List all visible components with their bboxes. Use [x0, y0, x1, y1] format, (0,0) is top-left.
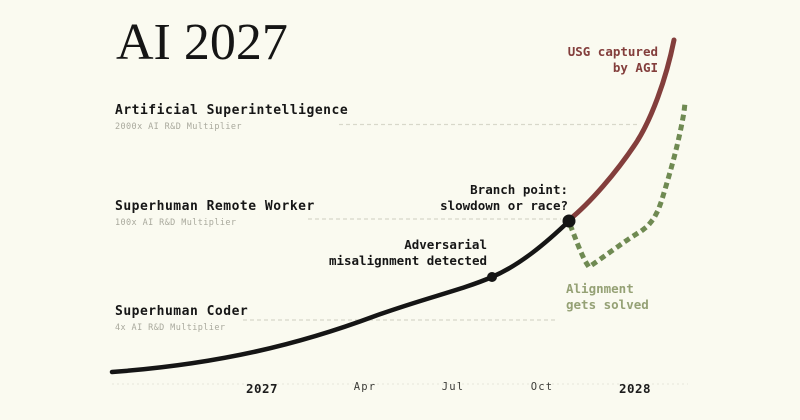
milestone-sublabel: 4x AI R&D Multiplier	[115, 323, 226, 333]
marker-branch-point	[562, 214, 576, 228]
annotation-line: Branch point:	[470, 182, 568, 197]
annotation-branch-point: Branch point: slowdown or race?	[440, 182, 568, 214]
milestone-label: Superhuman Coder	[115, 304, 249, 319]
page-title: AI 2027	[116, 14, 288, 71]
annotation-line: Adversarial	[404, 237, 487, 252]
milestone-artificial-superintelligence: Artificial Superintelligence 2000x AI R&…	[115, 103, 348, 132]
annotation-line: misalignment detected	[328, 253, 487, 268]
milestone-label: Superhuman Remote Worker	[115, 199, 315, 214]
annotation-line: slowdown or race?	[440, 198, 568, 213]
annotation-line: by AGI	[612, 60, 658, 75]
x-tick-jul: Jul	[441, 381, 465, 393]
annotation-line: USG captured	[567, 44, 658, 59]
annotation-line: Alignment	[566, 281, 634, 296]
x-tick-apr: Apr	[353, 381, 377, 393]
annotation-alignment-solved: Alignment gets solved	[566, 281, 649, 313]
milestone-sublabel: 100x AI R&D Multiplier	[115, 218, 237, 228]
alignment-branch-line	[567, 100, 688, 271]
milestone-superhuman-coder: Superhuman Coder 4x AI R&D Multiplier	[115, 304, 248, 333]
marker-adversarial-misalignment	[487, 272, 497, 282]
annotation-adversarial-misalignment: Adversarial misalignment detected	[329, 237, 487, 269]
milestone-superhuman-remote-worker: Superhuman Remote Worker 100x AI R&D Mul…	[115, 199, 315, 228]
milestone-sublabel: 2000x AI R&D Multiplier	[115, 122, 242, 132]
capability-curve	[109, 218, 572, 375]
annotation-usg-captured: USG captured by AGI	[568, 44, 658, 76]
x-tick-2027: 2027	[245, 381, 279, 396]
x-tick-oct: Oct	[530, 381, 554, 393]
race-branch-line	[566, 37, 677, 223]
x-tick-2028: 2028	[618, 381, 652, 396]
annotation-line: gets solved	[566, 297, 649, 312]
milestone-label: Artificial Superintelligence	[115, 103, 349, 118]
